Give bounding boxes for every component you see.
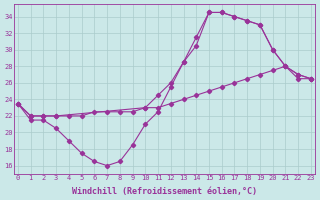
X-axis label: Windchill (Refroidissement éolien,°C): Windchill (Refroidissement éolien,°C)	[72, 187, 257, 196]
